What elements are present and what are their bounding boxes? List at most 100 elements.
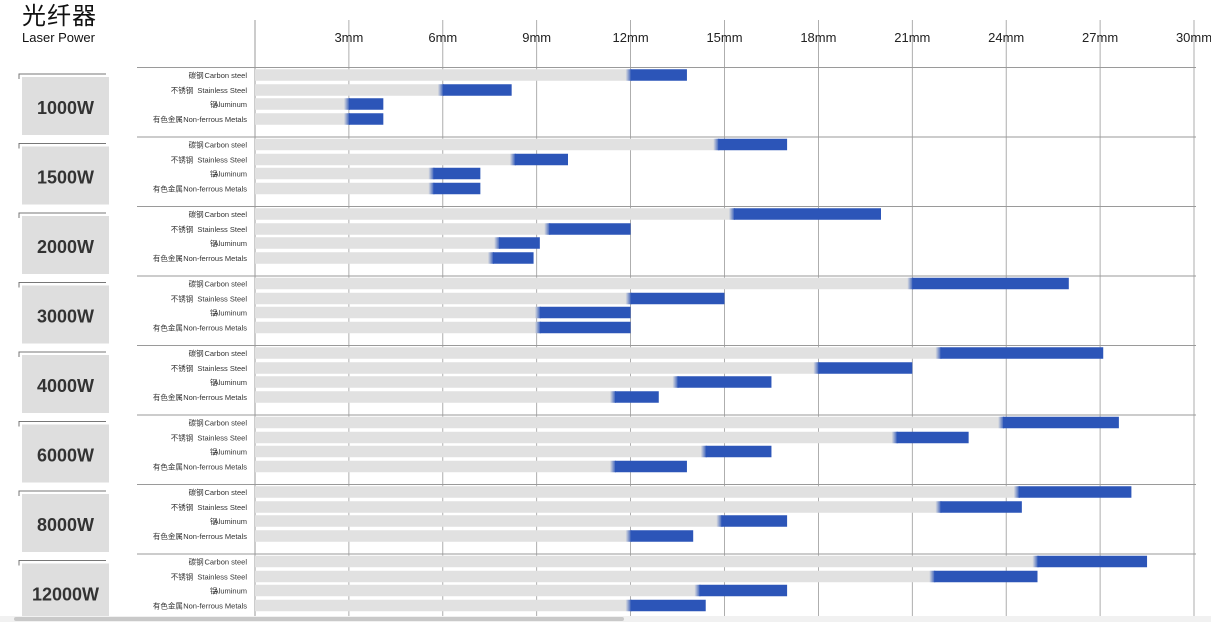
bar-recommended	[255, 292, 631, 305]
bar-max	[1003, 416, 1119, 429]
material-label-cn: 有色金属	[153, 462, 183, 472]
bar-transition	[998, 416, 1005, 429]
material-label-cn: 铝	[210, 377, 218, 387]
material-label-cn: 碳钢	[189, 348, 204, 358]
bar-max	[492, 252, 534, 264]
bar-transition	[907, 277, 914, 290]
power-label: 8000W	[37, 515, 94, 535]
bar-max	[721, 515, 788, 527]
material-label-en: Stainless Steel	[197, 503, 247, 512]
bar-max	[614, 391, 659, 403]
material-label-en: Stainless Steel	[197, 295, 247, 304]
material-label-en: Non-ferrous Metals	[183, 602, 247, 611]
material-label-cn: 铝	[210, 308, 218, 318]
material-label-en: Aluminum	[214, 239, 247, 248]
bar-recommended	[255, 98, 349, 110]
bar-transition	[625, 292, 632, 305]
bar-recommended	[255, 391, 615, 403]
material-label-en: Aluminum	[214, 517, 247, 526]
bar-recommended	[255, 431, 897, 444]
x-tick-label: 27mm	[1082, 30, 1118, 45]
horizontal-scrollbar[interactable]	[0, 616, 1211, 622]
material-label-en: Aluminum	[214, 587, 247, 596]
power-box-corner	[18, 282, 106, 288]
bar-transition	[534, 306, 541, 319]
bar-recommended	[255, 113, 349, 125]
bar-transition	[609, 460, 616, 473]
bar-max	[934, 570, 1038, 583]
bar-recommended	[255, 321, 540, 334]
material-label-en: Aluminum	[214, 378, 247, 387]
bar-recommended	[255, 599, 631, 612]
chart-subtitle: Laser Power	[22, 30, 95, 45]
power-box-corner	[18, 560, 106, 566]
bar-max	[348, 98, 384, 110]
bar-max	[630, 599, 706, 612]
bar-max	[912, 277, 1069, 290]
bar-recommended	[255, 362, 819, 374]
bar-max	[1018, 486, 1132, 498]
material-label-en: Stainless Steel	[197, 156, 247, 165]
bar-recommended	[255, 84, 443, 96]
bar-max	[705, 445, 772, 458]
bar-transition	[728, 208, 735, 220]
bar-transition	[716, 515, 723, 527]
material-label-cn: 不锈钢	[171, 85, 194, 95]
bar-max	[630, 530, 694, 542]
bar-transition	[935, 347, 942, 359]
bar-transition	[343, 98, 350, 110]
x-tick-label: 3mm	[334, 30, 363, 45]
tick-labels-layer: 3mm 6mm 9mm 12mm 15mm 18mm 21mm 24mm 27mm 30mm	[334, 30, 1211, 45]
material-label-en: Aluminum	[214, 170, 247, 179]
bar-transition	[1032, 555, 1039, 568]
x-tick-label: 21mm	[894, 30, 930, 45]
bar-recommended	[255, 486, 1019, 498]
bar-transition	[494, 237, 501, 249]
bar-max	[818, 362, 913, 374]
bar-recommended	[255, 555, 1038, 568]
material-label-cn: 碳钢	[189, 279, 204, 289]
bar-max	[539, 321, 631, 334]
bar-recommended	[255, 138, 719, 151]
bar-transition	[694, 584, 701, 597]
material-label-cn: 不锈钢	[171, 224, 194, 234]
power-label-box	[22, 285, 109, 344]
scrollbar-thumb[interactable]	[14, 617, 624, 621]
material-label-cn: 有色金属	[153, 601, 183, 611]
bar-transition	[672, 376, 679, 388]
material-label-en: Carbon steel	[204, 71, 247, 80]
material-label-en: Non-ferrous Metals	[183, 324, 247, 333]
material-label-cn: 铝	[210, 99, 218, 109]
material-label-en: Non-ferrous Metals	[183, 393, 247, 402]
bar-recommended	[255, 445, 706, 458]
power-label-box	[22, 494, 109, 552]
material-label-en: Aluminum	[214, 448, 247, 457]
material-label-en: Carbon steel	[204, 141, 247, 150]
bar-max	[699, 584, 788, 597]
bar-recommended	[255, 584, 700, 597]
bar-transition	[437, 84, 444, 96]
power-label-box	[22, 424, 109, 483]
power-box-corner	[18, 73, 106, 79]
bar-max	[433, 167, 481, 180]
bar-recommended	[255, 501, 941, 513]
bar-recommended	[255, 208, 734, 220]
x-tick-label: 30mm	[1176, 30, 1211, 45]
bar-transition	[343, 113, 350, 125]
power-box-corner	[18, 143, 106, 149]
bar-recommended	[255, 237, 500, 249]
bar-transition	[428, 167, 435, 180]
material-label-cn: 不锈钢	[171, 502, 194, 512]
material-label-en: Stainless Steel	[197, 434, 247, 443]
material-label-cn: 铝	[210, 447, 218, 457]
material-label-cn: 碳钢	[189, 557, 204, 567]
bar-max	[549, 223, 631, 235]
material-label-cn: 铝	[210, 238, 218, 248]
material-label-cn: 碳钢	[189, 140, 204, 150]
bar-transition	[625, 69, 632, 81]
power-label: 3000W	[37, 307, 94, 327]
bar-recommended	[255, 347, 941, 359]
